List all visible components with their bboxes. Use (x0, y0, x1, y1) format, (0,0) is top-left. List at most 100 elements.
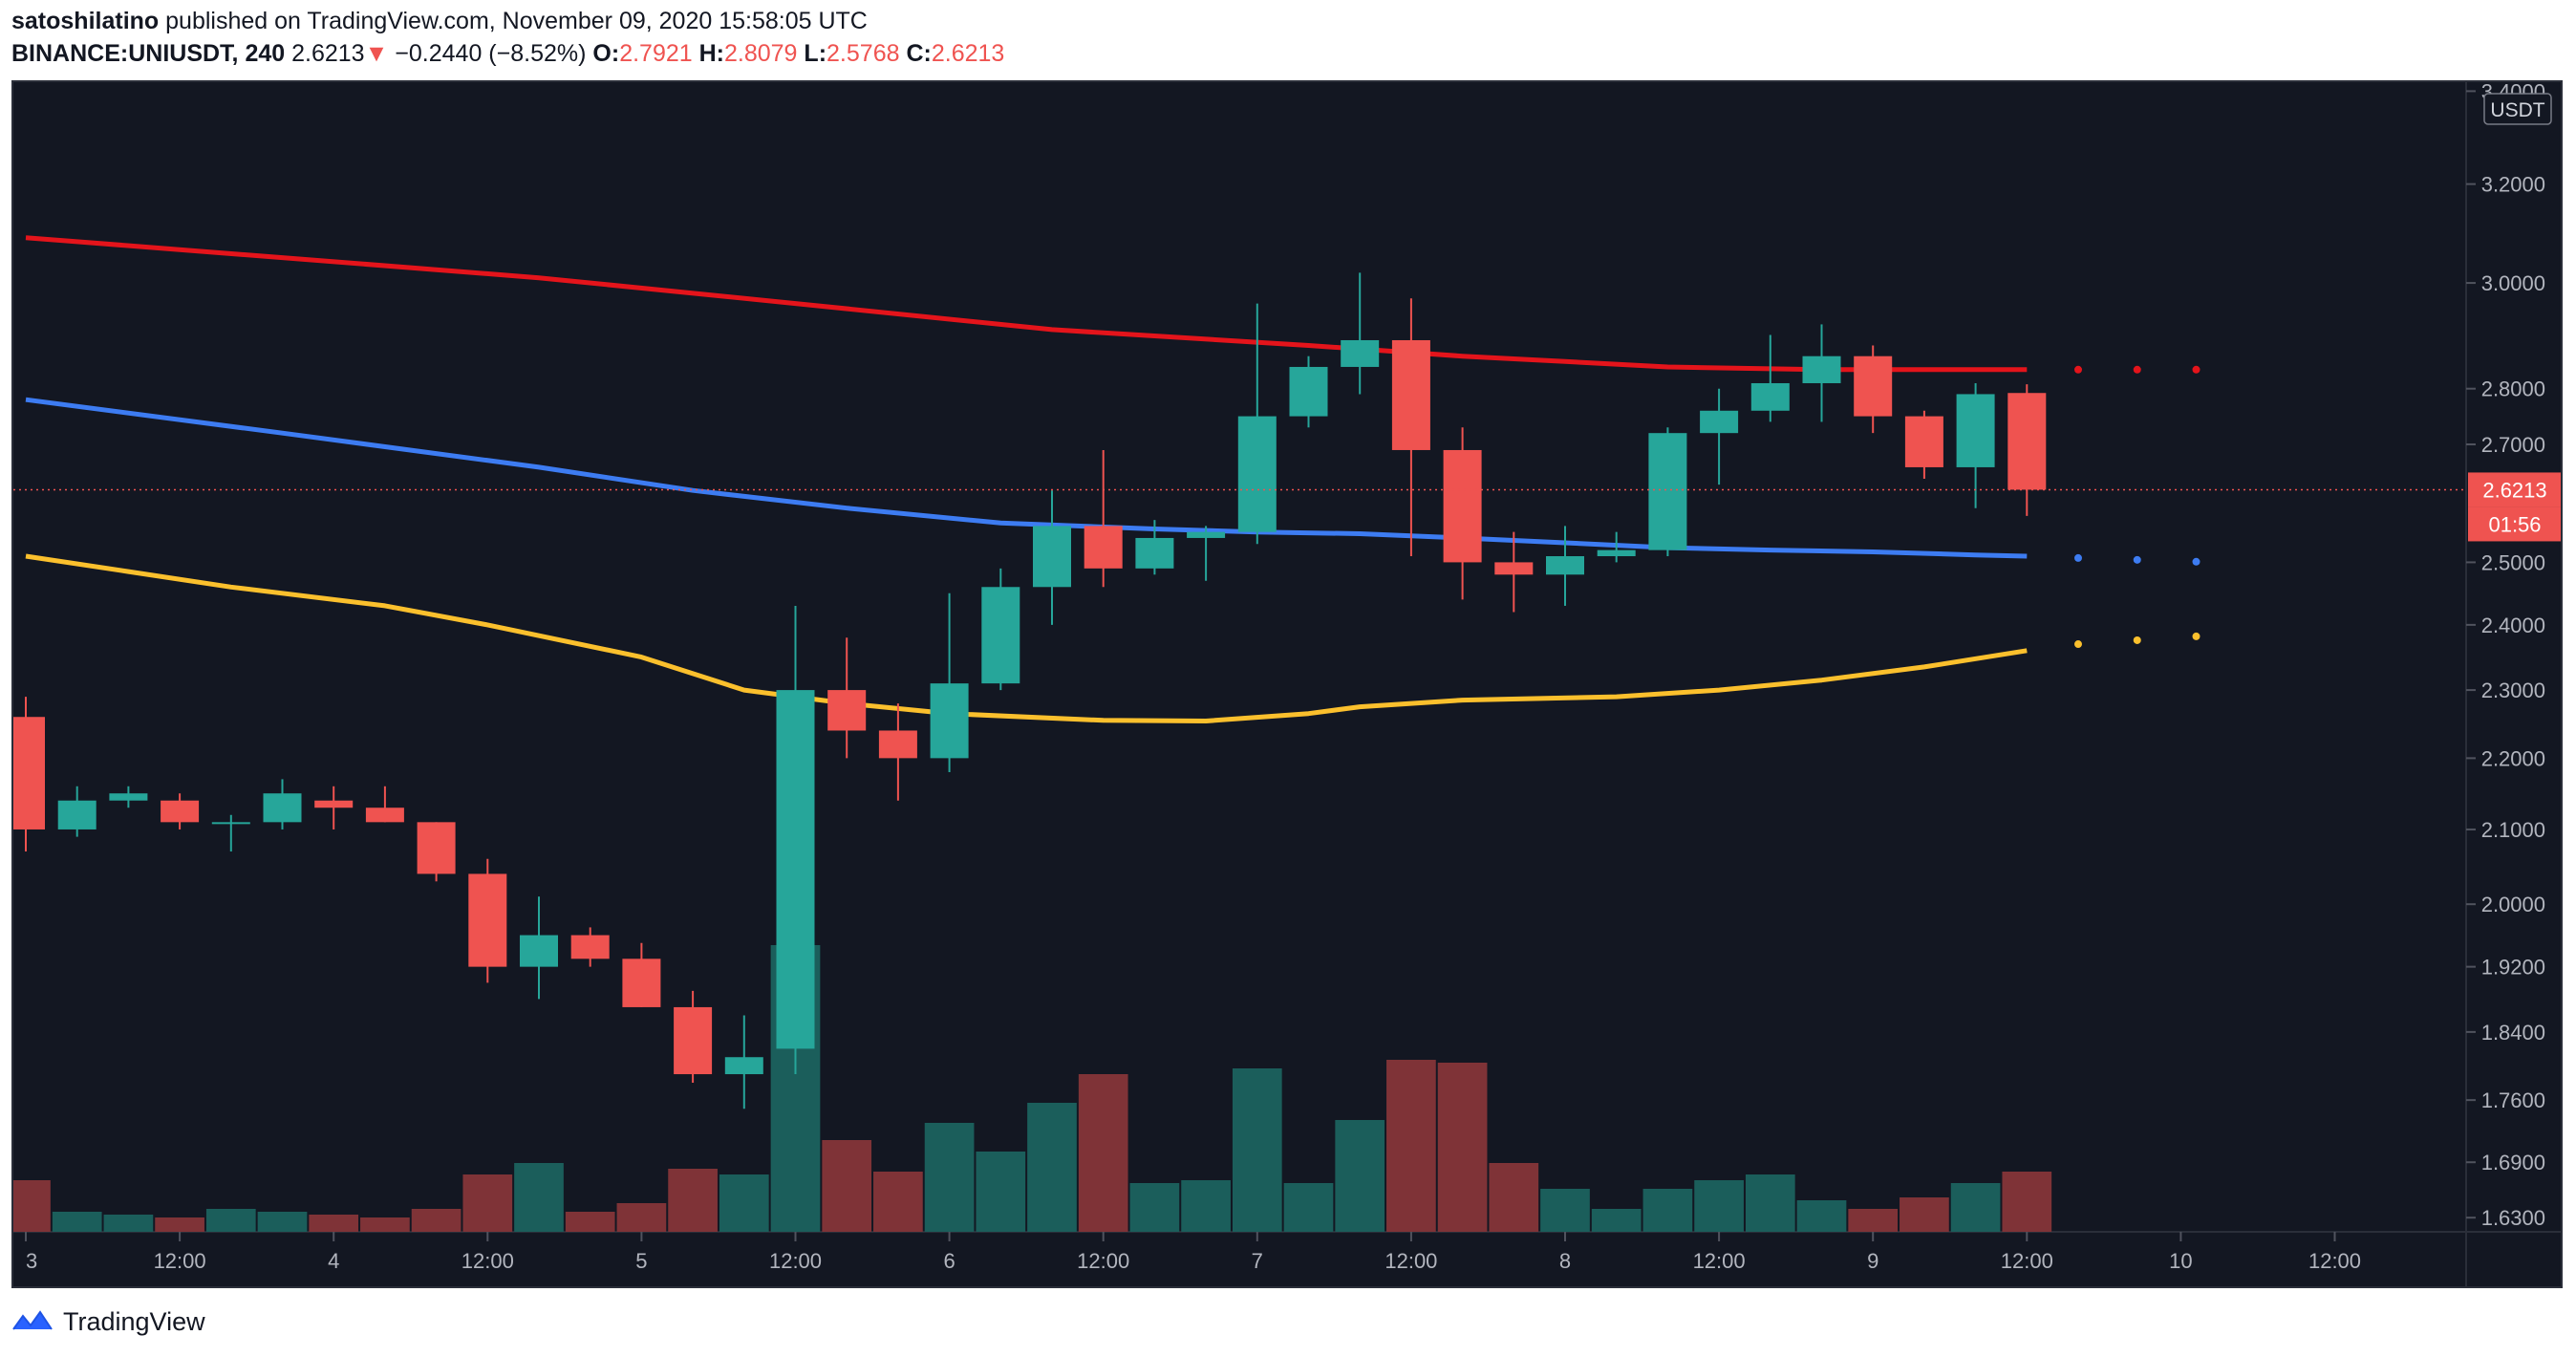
candle-body (1237, 416, 1277, 532)
volume-bar (1796, 1200, 1847, 1232)
time-tick-label: 12:00 (2308, 1249, 2361, 1273)
candle[interactable] (417, 822, 456, 882)
axes: 3.40003.20003.00002.80002.70002.50002.40… (13, 82, 2561, 1273)
candle[interactable] (1546, 526, 1584, 606)
volume-bar (1745, 1174, 1795, 1232)
volume-bar (462, 1174, 513, 1232)
open-value: 2.7921 (619, 40, 693, 67)
open-label: O: (592, 40, 620, 67)
candle[interactable] (1033, 490, 1071, 625)
candle[interactable] (930, 592, 969, 773)
candle[interactable] (263, 779, 302, 829)
price-tick-label: 3.0000 (2481, 271, 2545, 295)
candle-body (1289, 366, 1328, 417)
time-tick-label: 12:00 (769, 1249, 822, 1273)
candle[interactable] (1084, 449, 1123, 588)
candle[interactable] (109, 786, 148, 808)
price-tick-label: 1.7600 (2481, 1088, 2545, 1112)
publisher-name[interactable]: satoshilatino (11, 8, 160, 34)
moving-average-line (25, 553, 2028, 723)
chart-area[interactable]: 3.4000 3.2000 3.0000 2.8000 2.7000 2.5000 2.40… (11, 80, 2563, 1288)
candle[interactable] (570, 927, 610, 967)
candle[interactable] (622, 942, 661, 1007)
ma-projection-dot (2074, 365, 2082, 374)
countdown-badge (2468, 506, 2561, 542)
candle[interactable] (161, 793, 200, 829)
candle-body (878, 730, 917, 759)
footer: TradingView (11, 1307, 205, 1337)
time-tick-label: 4 (328, 1249, 339, 1273)
candle[interactable] (1956, 382, 1995, 508)
volume-bar (1181, 1180, 1231, 1232)
candle[interactable] (1854, 345, 1893, 434)
currency-badge[interactable] (2483, 93, 2552, 125)
candle[interactable] (1135, 520, 1174, 575)
candle[interactable] (827, 637, 867, 759)
candle-body (109, 793, 148, 801)
candle[interactable] (468, 858, 507, 983)
candle[interactable] (1802, 324, 1841, 422)
candle[interactable] (1391, 298, 1430, 557)
candle[interactable] (878, 703, 917, 801)
price-tick-label: 2.1000 (2481, 818, 2545, 842)
candle[interactable] (1648, 427, 1687, 557)
candle[interactable] (13, 697, 45, 852)
candle-body (2007, 393, 2047, 490)
candle[interactable] (776, 605, 815, 1075)
candle-body (1597, 549, 1636, 557)
time-tick-label: 6 (943, 1249, 955, 1273)
candle-body (13, 717, 45, 829)
candle[interactable] (1904, 410, 1943, 480)
candle[interactable] (2007, 384, 2047, 516)
candle-body (1700, 410, 1739, 434)
candle[interactable] (674, 990, 713, 1084)
down-arrow-icon: ▼ (364, 40, 389, 67)
candle[interactable] (1341, 272, 1380, 395)
candle[interactable] (1237, 303, 1277, 545)
volume-bar (52, 1212, 102, 1232)
ma-projection-dot (2192, 632, 2200, 640)
candle[interactable] (1494, 531, 1534, 613)
volume-bar (257, 1212, 308, 1232)
candle-body (570, 935, 610, 959)
candle-body (1341, 339, 1380, 367)
volume-bar (1283, 1183, 1334, 1232)
candle[interactable] (1750, 334, 1790, 422)
candle[interactable] (1700, 388, 1739, 485)
candle[interactable] (314, 786, 354, 829)
currency-label[interactable]: USDT (2490, 99, 2544, 121)
volume-bar (873, 1172, 923, 1232)
volume-bar (1386, 1060, 1436, 1232)
price-tick-label: 2.4000 (2481, 614, 2545, 637)
ma-projection-dot (2192, 365, 2200, 374)
tradingview-brand[interactable]: TradingView (63, 1307, 205, 1336)
time-tick-label: 8 (1559, 1249, 1571, 1273)
volume-bars (13, 945, 2052, 1232)
candle[interactable] (520, 896, 558, 1000)
candle[interactable] (1187, 526, 1226, 581)
candle[interactable] (1443, 427, 1482, 600)
candle-body (1391, 339, 1430, 450)
price-chart[interactable]: 3.40003.20003.00002.80002.70002.50002.40… (13, 82, 2561, 1286)
candle[interactable] (57, 786, 97, 837)
symbol-label[interactable]: BINANCE:UNIUSDT, 240 (11, 40, 286, 67)
volume-bar (976, 1152, 1026, 1232)
current-price-badge (2468, 472, 2561, 507)
candle[interactable] (365, 786, 404, 823)
candles[interactable] (13, 272, 2047, 1109)
tradingview-logo-icon[interactable] (11, 1308, 54, 1337)
time-tick-label: 12:00 (1077, 1249, 1129, 1273)
candle[interactable] (724, 1015, 763, 1109)
candle[interactable] (1597, 531, 1636, 563)
candle[interactable] (1289, 355, 1328, 428)
moving-averages (25, 235, 2200, 723)
candle[interactable] (981, 568, 1020, 691)
time-tick-label: 9 (1867, 1249, 1878, 1273)
volume-bar (924, 1123, 975, 1232)
candle-body (981, 587, 1020, 684)
volume-bar (1694, 1180, 1744, 1232)
candle-body (1443, 449, 1482, 563)
volume-bar (1232, 1068, 1282, 1232)
candle[interactable] (211, 814, 250, 852)
time-tick-label: 12:00 (1385, 1249, 1437, 1273)
